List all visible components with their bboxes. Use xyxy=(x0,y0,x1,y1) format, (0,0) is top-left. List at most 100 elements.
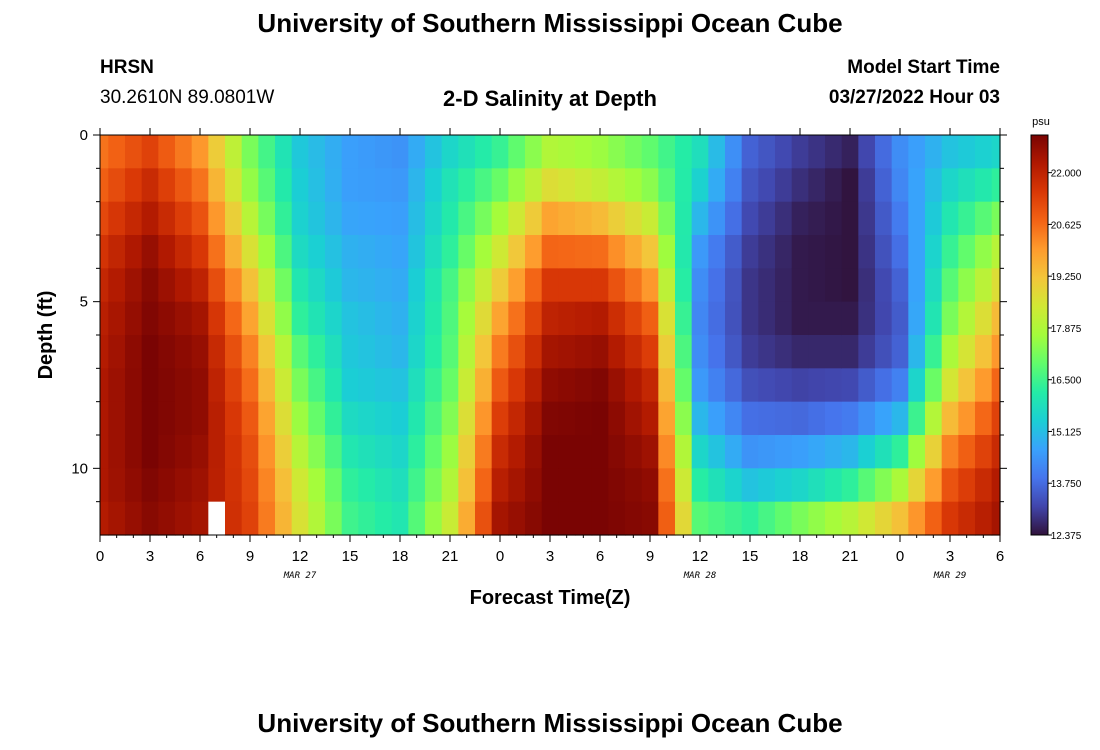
heatmap-cell xyxy=(441,201,459,236)
chart-subtitle: 2-D Salinity at Depth xyxy=(443,86,657,111)
heatmap-cell xyxy=(558,268,576,303)
heatmap-cell xyxy=(441,235,459,269)
heatmap-cell xyxy=(991,235,1001,269)
heatmap-cell xyxy=(441,335,459,369)
heatmap-cell xyxy=(408,135,426,169)
heatmap-cell xyxy=(441,468,459,503)
heatmap-cell xyxy=(508,468,526,503)
heatmap-cell xyxy=(425,201,443,236)
heatmap-cell xyxy=(825,268,843,303)
heatmap-cell xyxy=(308,401,326,436)
heatmap-cell xyxy=(741,501,759,536)
heatmap-cell xyxy=(208,135,226,169)
heatmap-cell xyxy=(158,468,176,503)
heatmap-cell xyxy=(508,235,526,269)
heatmap-cell xyxy=(925,235,943,269)
heatmap-cell xyxy=(275,235,293,269)
heatmap-cell xyxy=(808,235,826,269)
heatmap-cell xyxy=(100,168,109,203)
heatmap-cell xyxy=(941,201,959,236)
heatmap-cell xyxy=(391,135,409,169)
heatmap-cell xyxy=(341,235,359,269)
heatmap-cell xyxy=(791,268,809,303)
heatmap-cell xyxy=(641,401,659,436)
heatmap-cell xyxy=(241,168,259,203)
heatmap-cell xyxy=(525,235,543,269)
heatmap-cell xyxy=(808,168,826,203)
heatmap-cell xyxy=(458,335,476,369)
heatmap-cell xyxy=(741,235,759,269)
heatmap-cell xyxy=(841,301,859,336)
heatmap-cell xyxy=(925,135,943,169)
heatmap-cell xyxy=(541,335,559,369)
heatmap-cell xyxy=(708,135,726,169)
heatmap-cell xyxy=(758,335,776,369)
heatmap-cell xyxy=(575,268,593,303)
heatmap-cell xyxy=(708,235,726,269)
heatmap-cell xyxy=(341,401,359,436)
heatmap-cell xyxy=(658,435,676,469)
heatmap-cell xyxy=(425,401,443,436)
heatmap-cell xyxy=(908,468,926,503)
heatmap-cell xyxy=(808,501,826,536)
heatmap-cell xyxy=(658,335,676,369)
heatmap-cell xyxy=(775,335,793,369)
heatmap-cell xyxy=(375,435,393,469)
heatmap-cell xyxy=(841,501,859,536)
heatmap-cell xyxy=(558,335,576,369)
x-tick-label: 6 xyxy=(996,548,1004,565)
x-tick-label: 0 xyxy=(496,548,504,565)
heatmap-cell xyxy=(841,368,859,403)
heatmap-cell xyxy=(525,401,543,436)
heatmap-cell xyxy=(558,468,576,503)
heatmap-cell xyxy=(858,468,876,503)
x-tick-label: 18 xyxy=(392,548,409,565)
heatmap-cell xyxy=(675,468,693,503)
heatmap-cell xyxy=(575,235,593,269)
heatmap-cell xyxy=(675,268,693,303)
heatmap-cell xyxy=(391,401,409,436)
heatmap-cell xyxy=(991,201,1001,236)
footer-title: University of Southern Mississippi Ocean… xyxy=(257,708,843,738)
heatmap-cell xyxy=(958,301,976,336)
heatmap-cell xyxy=(925,501,943,536)
heatmap-cell xyxy=(658,168,676,203)
heatmap-cell xyxy=(775,135,793,169)
heatmap-cell xyxy=(625,135,643,169)
heatmap-cell xyxy=(191,468,209,503)
heatmap-cell xyxy=(858,268,876,303)
heatmap-cell xyxy=(958,201,976,236)
heatmap-cell xyxy=(158,201,176,236)
x-tick-label: 3 xyxy=(946,548,954,565)
heatmap-cell xyxy=(758,468,776,503)
heatmap-cell xyxy=(675,201,693,236)
heatmap-cell xyxy=(458,268,476,303)
heatmap-cell xyxy=(375,401,393,436)
heatmap-cell xyxy=(658,468,676,503)
heatmap-cell xyxy=(791,135,809,169)
heatmap-cell xyxy=(875,401,893,436)
heatmap-cell xyxy=(741,135,759,169)
heatmap-cell xyxy=(925,168,943,203)
heatmap-cell xyxy=(991,468,1001,503)
heatmap-cell xyxy=(100,235,109,269)
heatmap-cell xyxy=(891,468,909,503)
heatmap-cell xyxy=(775,268,793,303)
heatmap-cell xyxy=(125,501,143,536)
heatmap-cell xyxy=(641,335,659,369)
heatmap-cell xyxy=(175,435,193,469)
heatmap-cell xyxy=(891,501,909,536)
heatmap-cell xyxy=(125,468,143,503)
heatmap-cell xyxy=(975,268,993,303)
colorbar-tick-label: 12.375 xyxy=(1051,531,1082,542)
heatmap-cell xyxy=(708,368,726,403)
heatmap-cell xyxy=(108,135,126,169)
heatmap-cell xyxy=(475,468,493,503)
heatmap-cell xyxy=(975,301,993,336)
heatmap-cell xyxy=(141,468,159,503)
heatmap-cell xyxy=(975,501,993,536)
heatmap-cell xyxy=(975,135,993,169)
heatmap-cell xyxy=(225,301,243,336)
heatmap-cell xyxy=(191,168,209,203)
heatmap-cell xyxy=(608,335,626,369)
